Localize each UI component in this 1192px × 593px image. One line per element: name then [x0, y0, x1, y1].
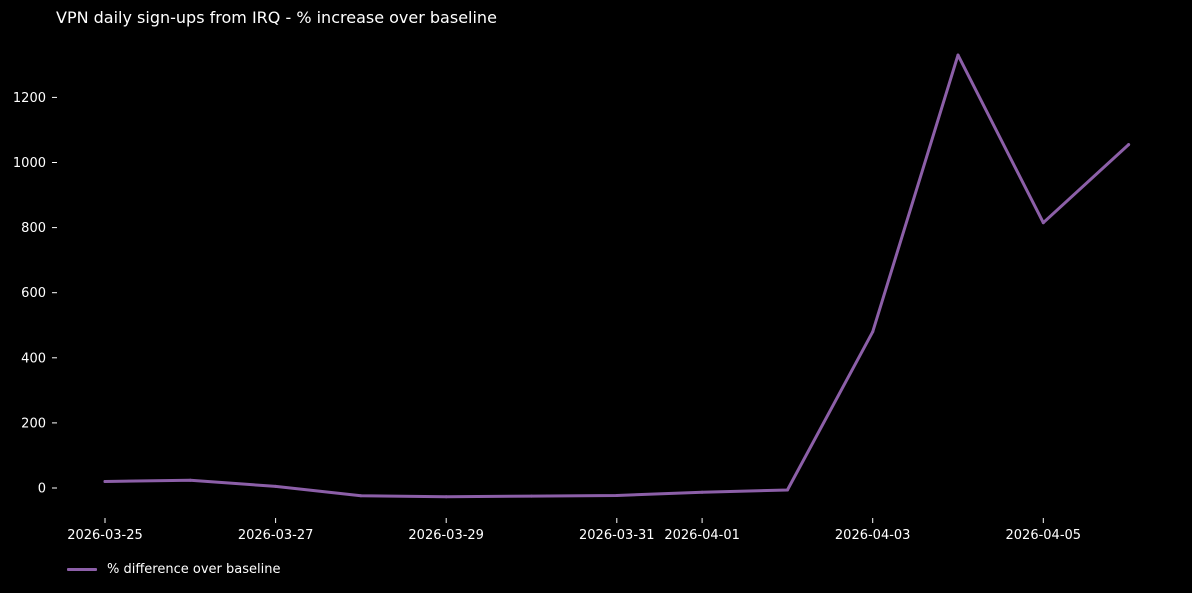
data-point	[444, 495, 448, 499]
x-tick-label: 2026-04-01	[664, 528, 740, 543]
y-tick-label: 0	[38, 482, 46, 497]
x-tick-label: 2026-04-03	[835, 528, 911, 543]
y-tick-label: 400	[21, 351, 46, 366]
data-point	[871, 330, 875, 334]
data-point	[530, 494, 533, 498]
x-tick-label: 2026-03-27	[238, 528, 314, 543]
legend-swatch	[67, 568, 97, 571]
data-point	[615, 493, 619, 497]
data-point	[274, 484, 278, 488]
chart-title: VPN daily sign-ups from IRQ - % increase…	[56, 8, 497, 27]
data-point	[1041, 221, 1045, 225]
data-point	[1127, 143, 1131, 147]
x-tick-label: 2026-04-05	[1006, 528, 1082, 543]
data-point	[785, 488, 789, 492]
x-tick-label: 2026-03-25	[67, 528, 143, 543]
y-tick-label: 800	[21, 221, 46, 236]
series-line	[103, 53, 1131, 499]
data-point	[700, 490, 704, 494]
data-point	[103, 479, 107, 483]
y-tick-label: 600	[21, 286, 46, 301]
legend: % difference over baseline	[67, 562, 280, 577]
data-point	[956, 53, 960, 57]
y-tick-label: 1200	[13, 91, 46, 106]
x-tick-label: 2026-03-29	[408, 528, 484, 543]
x-tick-label: 2026-03-31	[579, 528, 655, 543]
legend-label: % difference over baseline	[107, 562, 281, 577]
data-point	[188, 478, 192, 482]
data-point	[359, 494, 363, 498]
y-tick-label: 200	[21, 416, 46, 431]
y-tick-label: 1000	[13, 156, 46, 171]
